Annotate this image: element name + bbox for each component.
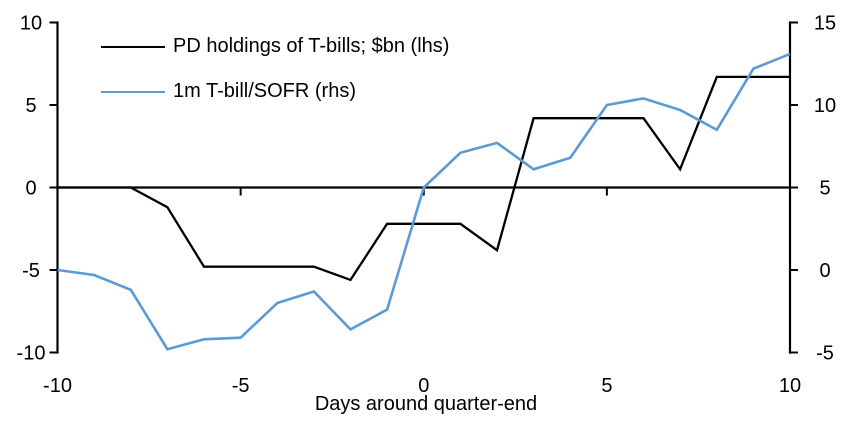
legend-item-pd-holdings: PD holdings of T-bills; $bn (lhs) [101, 34, 449, 59]
series-line-pd-holdings [57, 75, 790, 282]
left-axis-tick-label: -10 [17, 343, 46, 365]
legend-line-sample-rhs [101, 90, 165, 93]
right-axis-tick-label: 10 [814, 95, 836, 117]
right-axis-tick-label: 15 [814, 13, 836, 35]
series-line-tbill-sofr [57, 52, 791, 351]
legend-line-sample-lhs [101, 45, 165, 48]
x-axis-tick-label: -5 [232, 375, 250, 397]
x-axis-tick-label: 5 [601, 375, 612, 397]
legend-label-rhs: 1m T-bill/SOFR (rhs) [173, 80, 356, 102]
legend-item-tbill-sofr: 1m T-bill/SOFR (rhs) [101, 79, 449, 104]
right-axis-tick-label: 0 [819, 260, 830, 282]
right-axis-tick-label: 5 [819, 178, 830, 200]
right-axis-tick-label: -5 [816, 343, 834, 365]
left-axis-tick-label: -5 [22, 260, 40, 282]
legend-label-lhs: PD holdings of T-bills; $bn (lhs) [173, 35, 450, 57]
x-axis-title: Days around quarter-end [314, 393, 538, 415]
legend: PD holdings of T-bills; $bn (lhs) 1m T-b… [101, 34, 449, 124]
left-axis-tick-label: 0 [25, 178, 36, 200]
left-axis-tick-label: 10 [20, 13, 42, 35]
x-axis-tick-label: 10 [779, 375, 801, 397]
x-axis-tick-label: -10 [43, 375, 72, 397]
left-axis-tick-label: 5 [25, 95, 36, 117]
x-axis-tick-label: 0 [418, 375, 429, 397]
